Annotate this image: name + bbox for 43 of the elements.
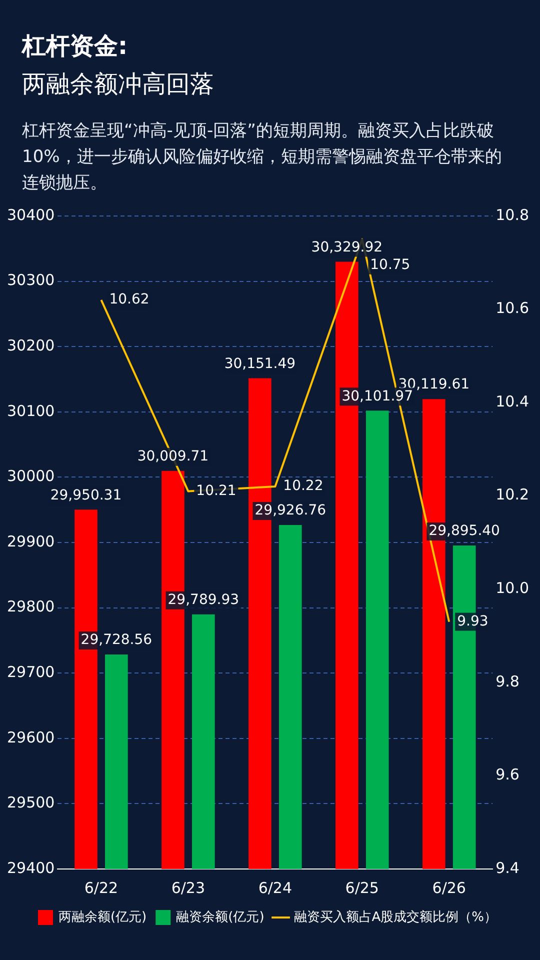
y2-tick-label: 10.2: [496, 486, 530, 504]
x-tick-label: 6/22: [84, 878, 118, 897]
y-tick-label: 30300: [7, 271, 55, 290]
data-label: 30,009.71: [137, 448, 209, 464]
y-tick-label: 29500: [7, 794, 55, 812]
y-tick-label: 30000: [7, 467, 55, 486]
y-tick-label: 29900: [7, 532, 55, 550]
x-tick-label: 6/25: [345, 878, 379, 897]
chart-subtitle: 两融余额冲高回落: [22, 69, 215, 100]
data-label: 9.93: [457, 613, 488, 630]
x-tick-label: 6/26: [432, 878, 466, 897]
y2-tick-label: 10.4: [496, 392, 530, 410]
y-tick-label: 29600: [7, 728, 55, 746]
data-label: 10.62: [109, 292, 150, 308]
data-label: 29,789.93: [168, 592, 240, 608]
text: 杠杆资金呈现“冲高-见顶-回落”的短期周期。融资买入占比跌破10%，进一步确认风险偏好收缩，短期需警惕融资盘平仓带来的连锁抛压。: [22, 120, 503, 195]
data-label: 10.22: [283, 478, 324, 494]
y-tick-label: 30200: [7, 336, 55, 354]
y2-tick-label: 9.8: [496, 672, 520, 690]
legend-label: 融资余额(亿元): [176, 910, 264, 925]
y2-tick-label: 9.4: [496, 858, 520, 877]
y2-tick-label: 9.6: [496, 766, 520, 784]
data-label: 30,151.49: [224, 356, 296, 372]
data-label: 30,329.92: [311, 239, 383, 256]
data-label: 29,950.31: [50, 487, 122, 504]
data-label: 29,895.40: [428, 523, 500, 540]
legend-label: 融资买入额占A股成交额比例（%）: [294, 908, 498, 925]
data-label: 29,728.56: [80, 632, 152, 648]
y2-tick-label: 10.0: [496, 579, 530, 598]
y2-tick-label: 10.6: [496, 299, 530, 318]
y-tick-label: 29400: [7, 858, 55, 877]
y-tick-label: 30100: [7, 402, 55, 420]
data-label: 29,926.76: [254, 502, 326, 519]
x-tick-label: 6/23: [171, 878, 206, 897]
y2-tick-label: 10.8: [496, 206, 530, 224]
y-tick-label: 30400: [7, 206, 55, 224]
chart-title: 杠杆资金:: [22, 31, 129, 62]
x-tick-label: 6/24: [258, 878, 292, 897]
data-label: 10.21: [196, 482, 236, 499]
legend-label: 两融余额(亿元): [58, 910, 147, 925]
y-tick-label: 29700: [7, 662, 55, 681]
y-tick-label: 29800: [7, 598, 55, 616]
data-label: 10.75: [370, 256, 410, 273]
